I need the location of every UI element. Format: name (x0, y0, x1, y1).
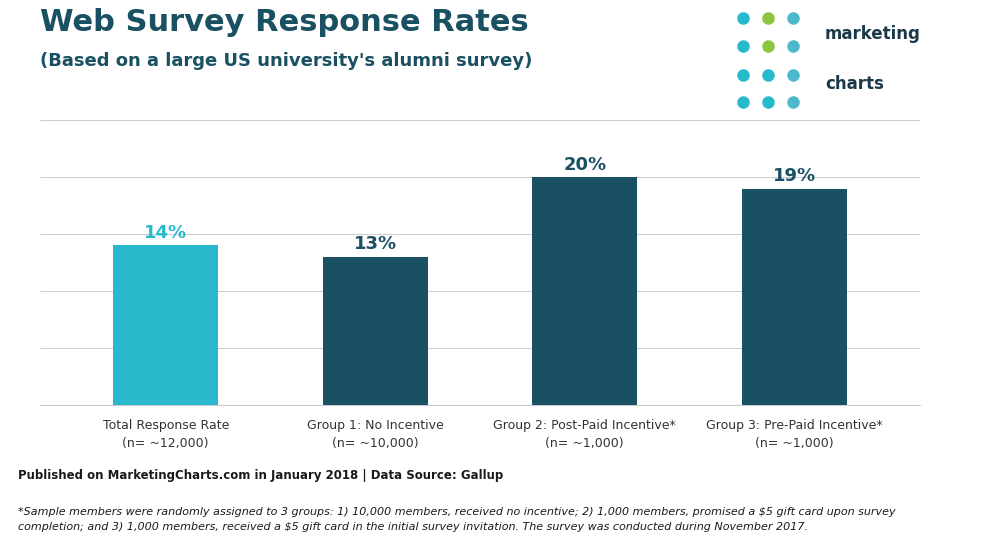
Text: 20%: 20% (563, 156, 606, 174)
Text: charts: charts (825, 75, 884, 93)
Text: 13%: 13% (354, 235, 397, 253)
Bar (532, 177, 637, 405)
Text: 19%: 19% (773, 167, 816, 185)
Text: Published on MarketingCharts.com in January 2018 | Data Source: Gallup: Published on MarketingCharts.com in Janu… (18, 468, 503, 481)
Text: marketing: marketing (825, 25, 921, 43)
Text: Web Survey Response Rates: Web Survey Response Rates (40, 8, 529, 37)
Bar (323, 257, 428, 405)
Bar (113, 246, 218, 405)
Text: *Sample members were randomly assigned to 3 groups: 1) 10,000 members, received : *Sample members were randomly assigned t… (18, 507, 896, 532)
Bar (742, 189, 847, 405)
Text: (Based on a large US university's alumni survey): (Based on a large US university's alumni… (40, 52, 532, 70)
Text: 14%: 14% (144, 224, 187, 242)
